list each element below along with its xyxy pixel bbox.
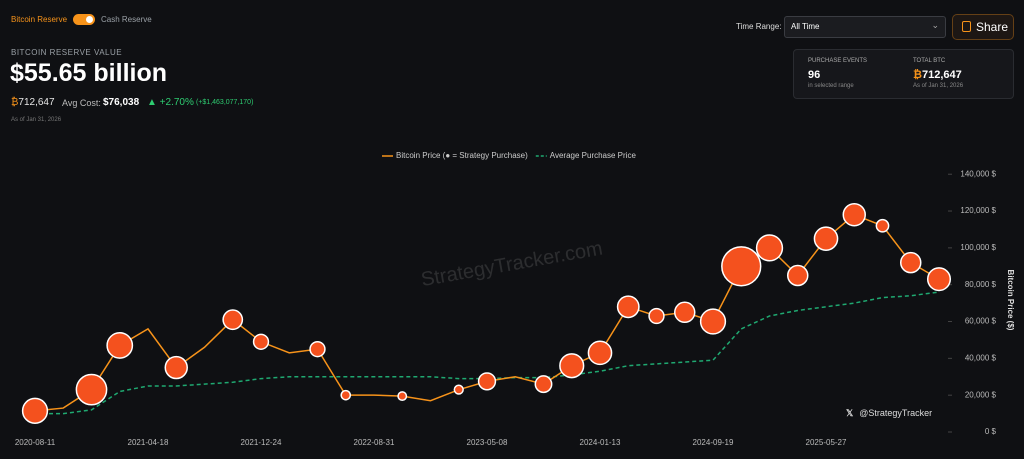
purchase-bubble <box>252 333 270 350</box>
purchase-bubble <box>534 375 553 394</box>
btc-symbol: ₿ <box>913 69 922 81</box>
y-tick-label: 0 $ <box>985 427 997 436</box>
dropdown-caret: ⌄ <box>931 20 939 30</box>
y-tick-label: 20,000 $ <box>965 390 997 399</box>
stats-card: PURCHASE EVENTS 96 in selected range TOT… <box>793 49 1014 99</box>
watermark: StrategyTracker.com <box>419 238 604 292</box>
y-tick-label: 120,000 $ <box>960 206 996 215</box>
purchase-bubble <box>926 267 952 292</box>
purchase-events-label: PURCHASE EVENTS <box>808 58 868 64</box>
btc-amount: 712,647 <box>18 97 55 108</box>
btc-symbol: ₿ <box>11 97 19 108</box>
x-tick-label: 2025-05-27 <box>806 438 847 447</box>
purchase-bubble <box>755 234 784 262</box>
purchase-bubble <box>21 397 49 424</box>
y-axis-title: Bitcoin Price ($) <box>1006 270 1015 331</box>
y-tick-label: 140,000 $ <box>960 169 996 178</box>
avg-cost-label: Avg Cost: <box>62 98 101 108</box>
share-label: Share <box>976 20 1009 34</box>
purchase-bubble <box>813 226 839 251</box>
purchase-bubble <box>900 251 922 274</box>
purchase-bubble <box>340 389 352 401</box>
purchase-bubble <box>559 353 585 379</box>
purchase-bubble <box>477 372 497 391</box>
purchase-bubble <box>648 307 665 325</box>
time-range-label: Time Range: <box>736 22 782 31</box>
purchase-bubble <box>699 308 727 335</box>
x-tick-label: 2023-05-08 <box>467 438 508 447</box>
toggle-label-on[interactable]: Bitcoin Reserve <box>11 15 68 24</box>
legend-label: Average Purchase Price <box>550 151 637 160</box>
x-tick-label: 2021-04-18 <box>128 438 169 447</box>
x-logo: 𝕏 <box>846 408 854 418</box>
legend-label: Bitcoin Price (● = Strategy Purchase) <box>396 151 528 160</box>
reserve-label: BITCOIN RESERVE VALUE <box>11 48 123 57</box>
y-tick-label: 80,000 $ <box>965 280 997 289</box>
series-line <box>35 291 940 415</box>
handle-text: @StrategyTracker <box>859 408 933 418</box>
purchase-bubble <box>164 355 188 380</box>
reserve-value: $55.65 billion <box>10 59 168 87</box>
toggle-label-off[interactable]: Cash Reserve <box>101 15 152 24</box>
purchase-events-note: in selected range <box>808 83 854 89</box>
purchase-events: 96 <box>808 69 821 81</box>
purchase-bubble <box>453 384 464 395</box>
x-tick-label: 2024-01-13 <box>580 438 621 447</box>
y-tick-label: 40,000 $ <box>965 353 997 362</box>
total-btc-note: As of Jan 31, 2026 <box>913 83 964 89</box>
x-tick-label: 2022-08-31 <box>354 438 395 447</box>
total-btc: ₿712,647 <box>913 69 962 81</box>
purchase-bubble <box>875 218 890 233</box>
purchase-bubble <box>106 332 134 359</box>
x-tick-label: 2024-09-19 <box>693 438 734 447</box>
purchase-bubble <box>397 391 408 402</box>
purchase-bubble <box>842 202 866 227</box>
price-change: ▲ +2.70% <box>147 97 194 108</box>
as-of-date: As of Jan 31, 2026 <box>11 117 62 123</box>
x-tick-label: 2021-12-24 <box>241 438 282 447</box>
purchase-bubble <box>309 340 326 358</box>
purchase-bubble <box>587 340 613 366</box>
total-btc-value: 712,647 <box>921 69 962 81</box>
reserve-toggle[interactable] <box>73 14 95 25</box>
value-change: (+$1,463,077,170) <box>196 99 254 106</box>
purchase-bubble <box>721 246 762 287</box>
total-btc-label: TOTAL BTC <box>913 58 946 64</box>
twitter-handle: 𝕏 @StrategyTracker <box>846 408 932 419</box>
purchase-bubble <box>616 295 640 319</box>
x-tick-label: 2020-08-11 <box>15 438 56 447</box>
share-icon <box>962 21 971 32</box>
time-range-select[interactable]: All Time ⌄ <box>784 16 946 38</box>
purchase-bubble <box>75 373 108 406</box>
avg-cost: $76,038 <box>103 97 140 108</box>
purchase-bubble <box>674 301 696 324</box>
y-tick-label: 60,000 $ <box>965 317 997 326</box>
share-button[interactable]: Share <box>952 14 1014 40</box>
purchase-bubble <box>222 309 244 331</box>
btc-holding: ₿712,647 <box>11 97 55 108</box>
purchase-bubble <box>787 264 809 287</box>
time-range-value: All Time <box>791 22 820 31</box>
y-tick-label: 100,000 $ <box>960 243 996 252</box>
